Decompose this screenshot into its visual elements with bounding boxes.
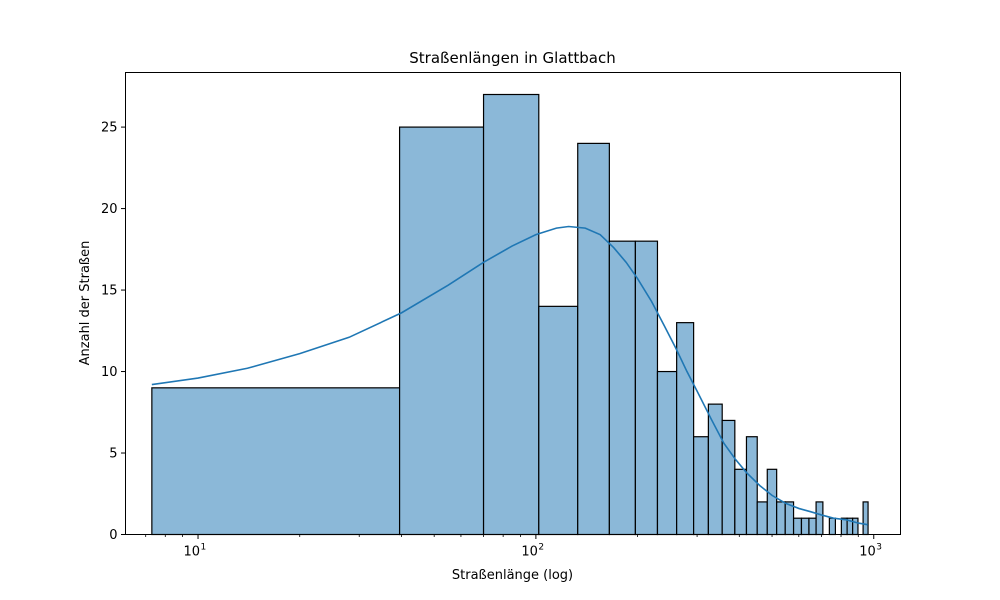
x-tick-base: 10 [521,545,538,560]
histogram-bar [766,468,778,536]
x-tick-exponent: 2 [538,543,544,553]
histogram-bar [538,305,579,536]
y-tick-label: 5 [109,447,117,462]
histogram-bar [815,501,824,536]
histogram-bar [151,387,401,536]
histogram-bar [840,517,848,536]
x-axis-ticks: 10 1 10 2 10 3 [145,534,882,560]
x-tick-base: 10 [183,545,200,560]
histogram-bar [808,517,817,536]
histogram-bar [656,370,678,536]
histogram-bar [577,142,610,536]
histogram-bar [707,403,723,536]
x-tick-exponent: 1 [201,543,207,553]
histogram-bar [634,240,659,536]
histogram-bar [862,501,869,536]
x-tick-label: 10 3 [859,543,882,560]
y-tick-label: 10 [101,365,118,380]
x-axis-label: Straßenlänge (log) [452,568,573,583]
histogram-bar [608,240,636,536]
histogram-bar [852,517,859,536]
y-tick-label: 15 [101,284,118,299]
chart-title: Straßenlängen in Glattbach [409,49,616,67]
histogram-bars [151,93,869,536]
y-axis-ticks: 0 5 10 15 20 25 [101,121,126,543]
histogram-bar [721,419,736,536]
histogram-bar [398,126,485,536]
histogram-bar [828,517,836,536]
x-tick-base: 10 [859,545,876,560]
histogram-bar [800,517,810,536]
plot-frame [125,72,901,535]
x-tick-label: 10 1 [183,543,206,560]
y-axis-label: Anzahl der Straßen [78,241,93,366]
histogram-bar [756,501,768,536]
histogram-bar [776,501,786,536]
histogram-bar [482,93,540,536]
y-tick-label: 20 [101,202,118,217]
histogram-bar [745,436,758,536]
y-tick-label: 25 [101,121,118,136]
y-tick-label: 0 [109,528,117,543]
histogram-bar [734,468,748,536]
histogram-bar [693,436,709,536]
x-tick-label: 10 2 [521,543,544,560]
x-tick-exponent: 3 [876,543,882,553]
kde-curve [151,225,868,526]
histogram-bar [792,517,803,536]
